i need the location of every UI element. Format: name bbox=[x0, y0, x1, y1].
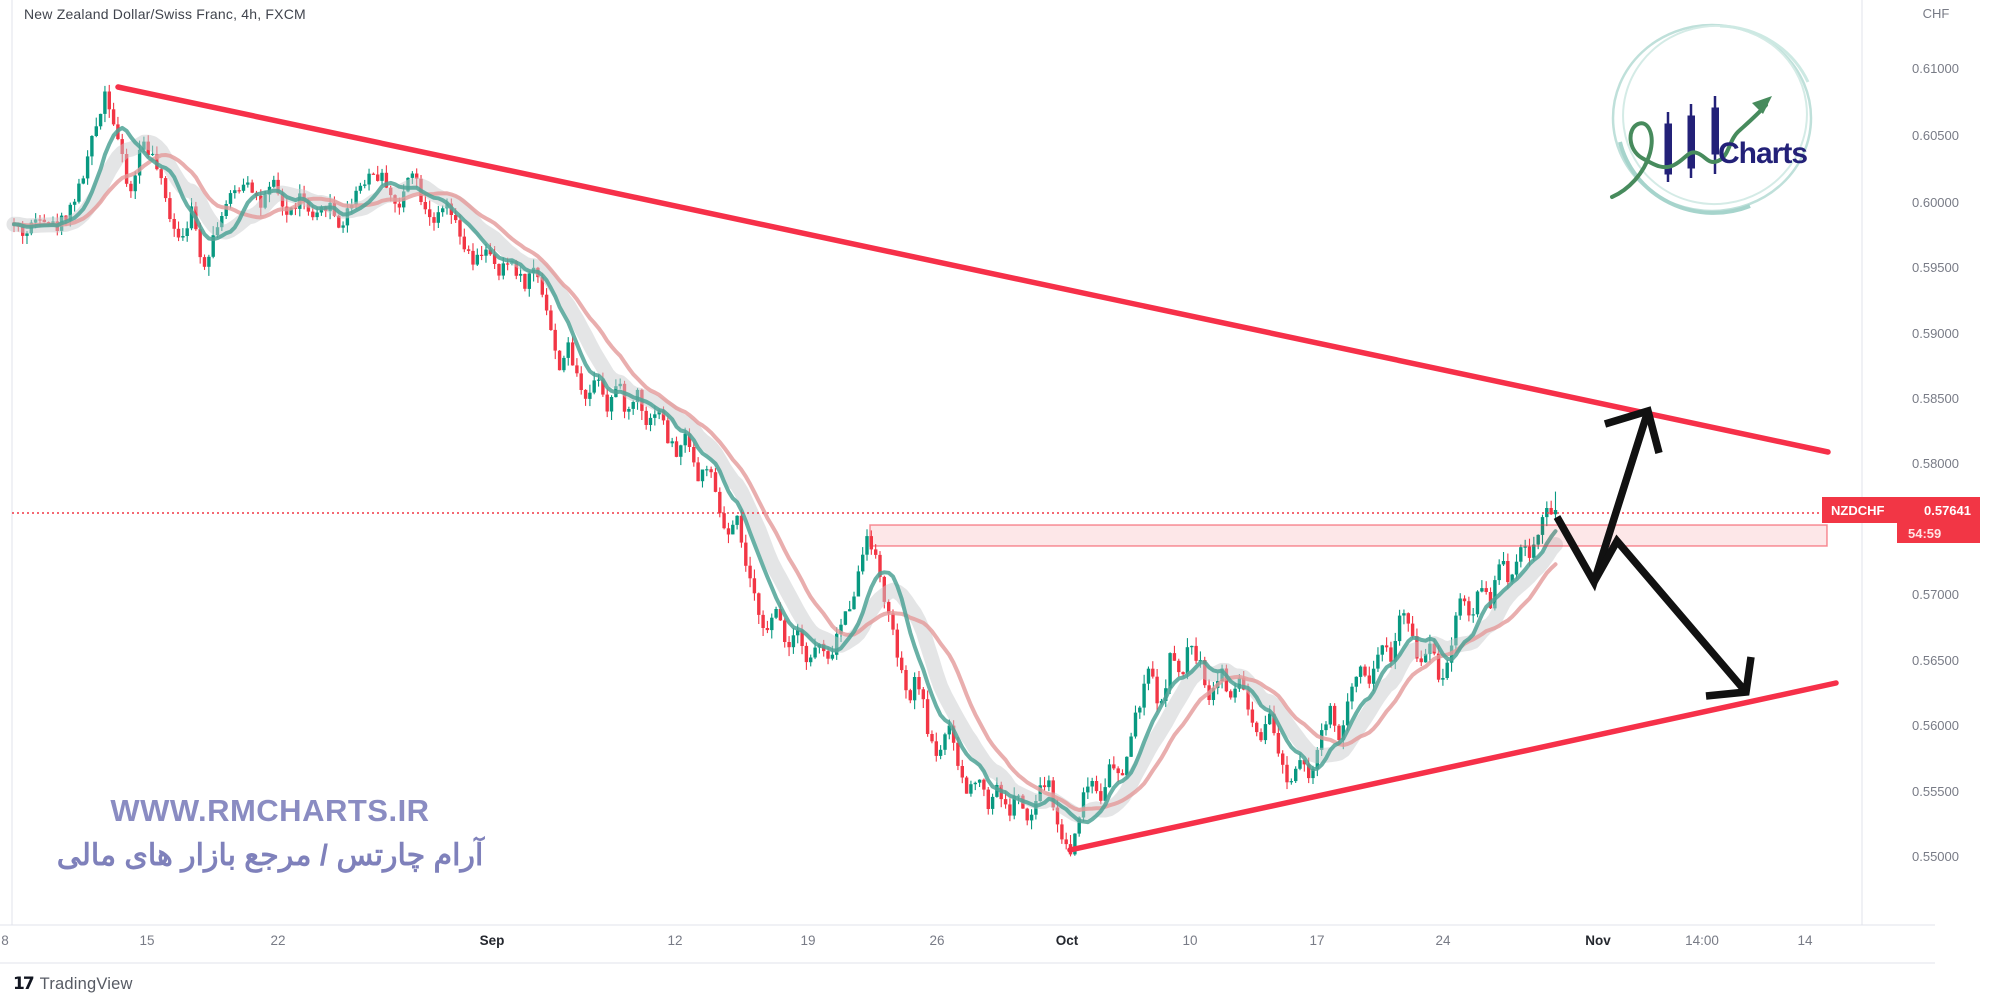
watermark-website: WWW.RMCHARTS.IR bbox=[110, 793, 430, 828]
watermark-persian: آرام چارتس / مرجع بازار های مالی bbox=[56, 839, 484, 872]
logo-circle-sketch bbox=[1611, 23, 1813, 215]
current-price-label: NZDCHF 0.57641 bbox=[1822, 497, 1980, 523]
time-tick: 19 bbox=[800, 933, 815, 948]
trendline-upper-descending[interactable] bbox=[115, 84, 1831, 455]
arrow-bearish-rejection[interactable] bbox=[1590, 534, 1755, 700]
bar-countdown: 54:59 bbox=[1897, 523, 1980, 543]
time-tick: 12 bbox=[667, 933, 682, 948]
tradingview-logo-icon: 17 bbox=[13, 974, 35, 994]
time-tick: 22 bbox=[270, 933, 285, 948]
symbol-title[interactable]: New Zealand Dollar/Swiss Franc, 4h, FXCM bbox=[24, 6, 306, 22]
price-tick: 0.59500 bbox=[1912, 260, 1959, 275]
time-tick: 17 bbox=[1309, 933, 1324, 948]
price-label-value: 0.57641 bbox=[1924, 502, 1971, 518]
time-tick: 24 bbox=[1435, 933, 1451, 948]
countdown-value: 54:59 bbox=[1908, 525, 1942, 541]
price-tick: 0.55000 bbox=[1912, 849, 1959, 864]
supply-zone[interactable] bbox=[869, 524, 1828, 547]
price-tick: 0.60500 bbox=[1912, 128, 1959, 143]
time-tick: Sep bbox=[480, 933, 505, 948]
ma-ribbon bbox=[6, 125, 1563, 825]
price-label-symbol: NZDCHF bbox=[1831, 502, 1885, 518]
price-tick: 0.56500 bbox=[1912, 653, 1959, 668]
price-tick: 0.59000 bbox=[1912, 326, 1959, 341]
trendline-lower-ascending[interactable] bbox=[1067, 680, 1839, 853]
time-tick: 14 bbox=[1797, 933, 1813, 948]
time-tick: 15 bbox=[139, 933, 154, 948]
logo-candles bbox=[1664, 96, 1719, 182]
price-tick: 0.58000 bbox=[1912, 456, 1959, 471]
time-tick: 14:00 bbox=[1685, 933, 1719, 948]
price-tick: 0.55500 bbox=[1912, 784, 1959, 799]
price-tick: 0.56000 bbox=[1912, 718, 1959, 733]
logo-r-swoosh bbox=[1610, 96, 1772, 199]
time-tick: Oct bbox=[1056, 933, 1079, 948]
time-tick: 26 bbox=[929, 933, 944, 948]
time-tick: 10 bbox=[1182, 933, 1197, 948]
time-tick: Nov bbox=[1585, 933, 1611, 948]
time-tick: 8 bbox=[1, 933, 9, 948]
price-tick: 0.57000 bbox=[1912, 587, 1959, 602]
tradingview-attribution[interactable]: 17 TradingView bbox=[13, 974, 133, 994]
price-axis-currency-label: CHF bbox=[1922, 6, 1950, 21]
tradingview-wordmark: TradingView bbox=[39, 974, 133, 993]
price-tick: 0.61000 bbox=[1912, 61, 1959, 76]
logo-wordmark: Charts bbox=[1718, 137, 1807, 170]
price-tick: 0.58500 bbox=[1912, 391, 1959, 406]
price-tick: 0.60000 bbox=[1912, 195, 1959, 210]
rm-charts-logo: Charts bbox=[1610, 23, 1813, 215]
